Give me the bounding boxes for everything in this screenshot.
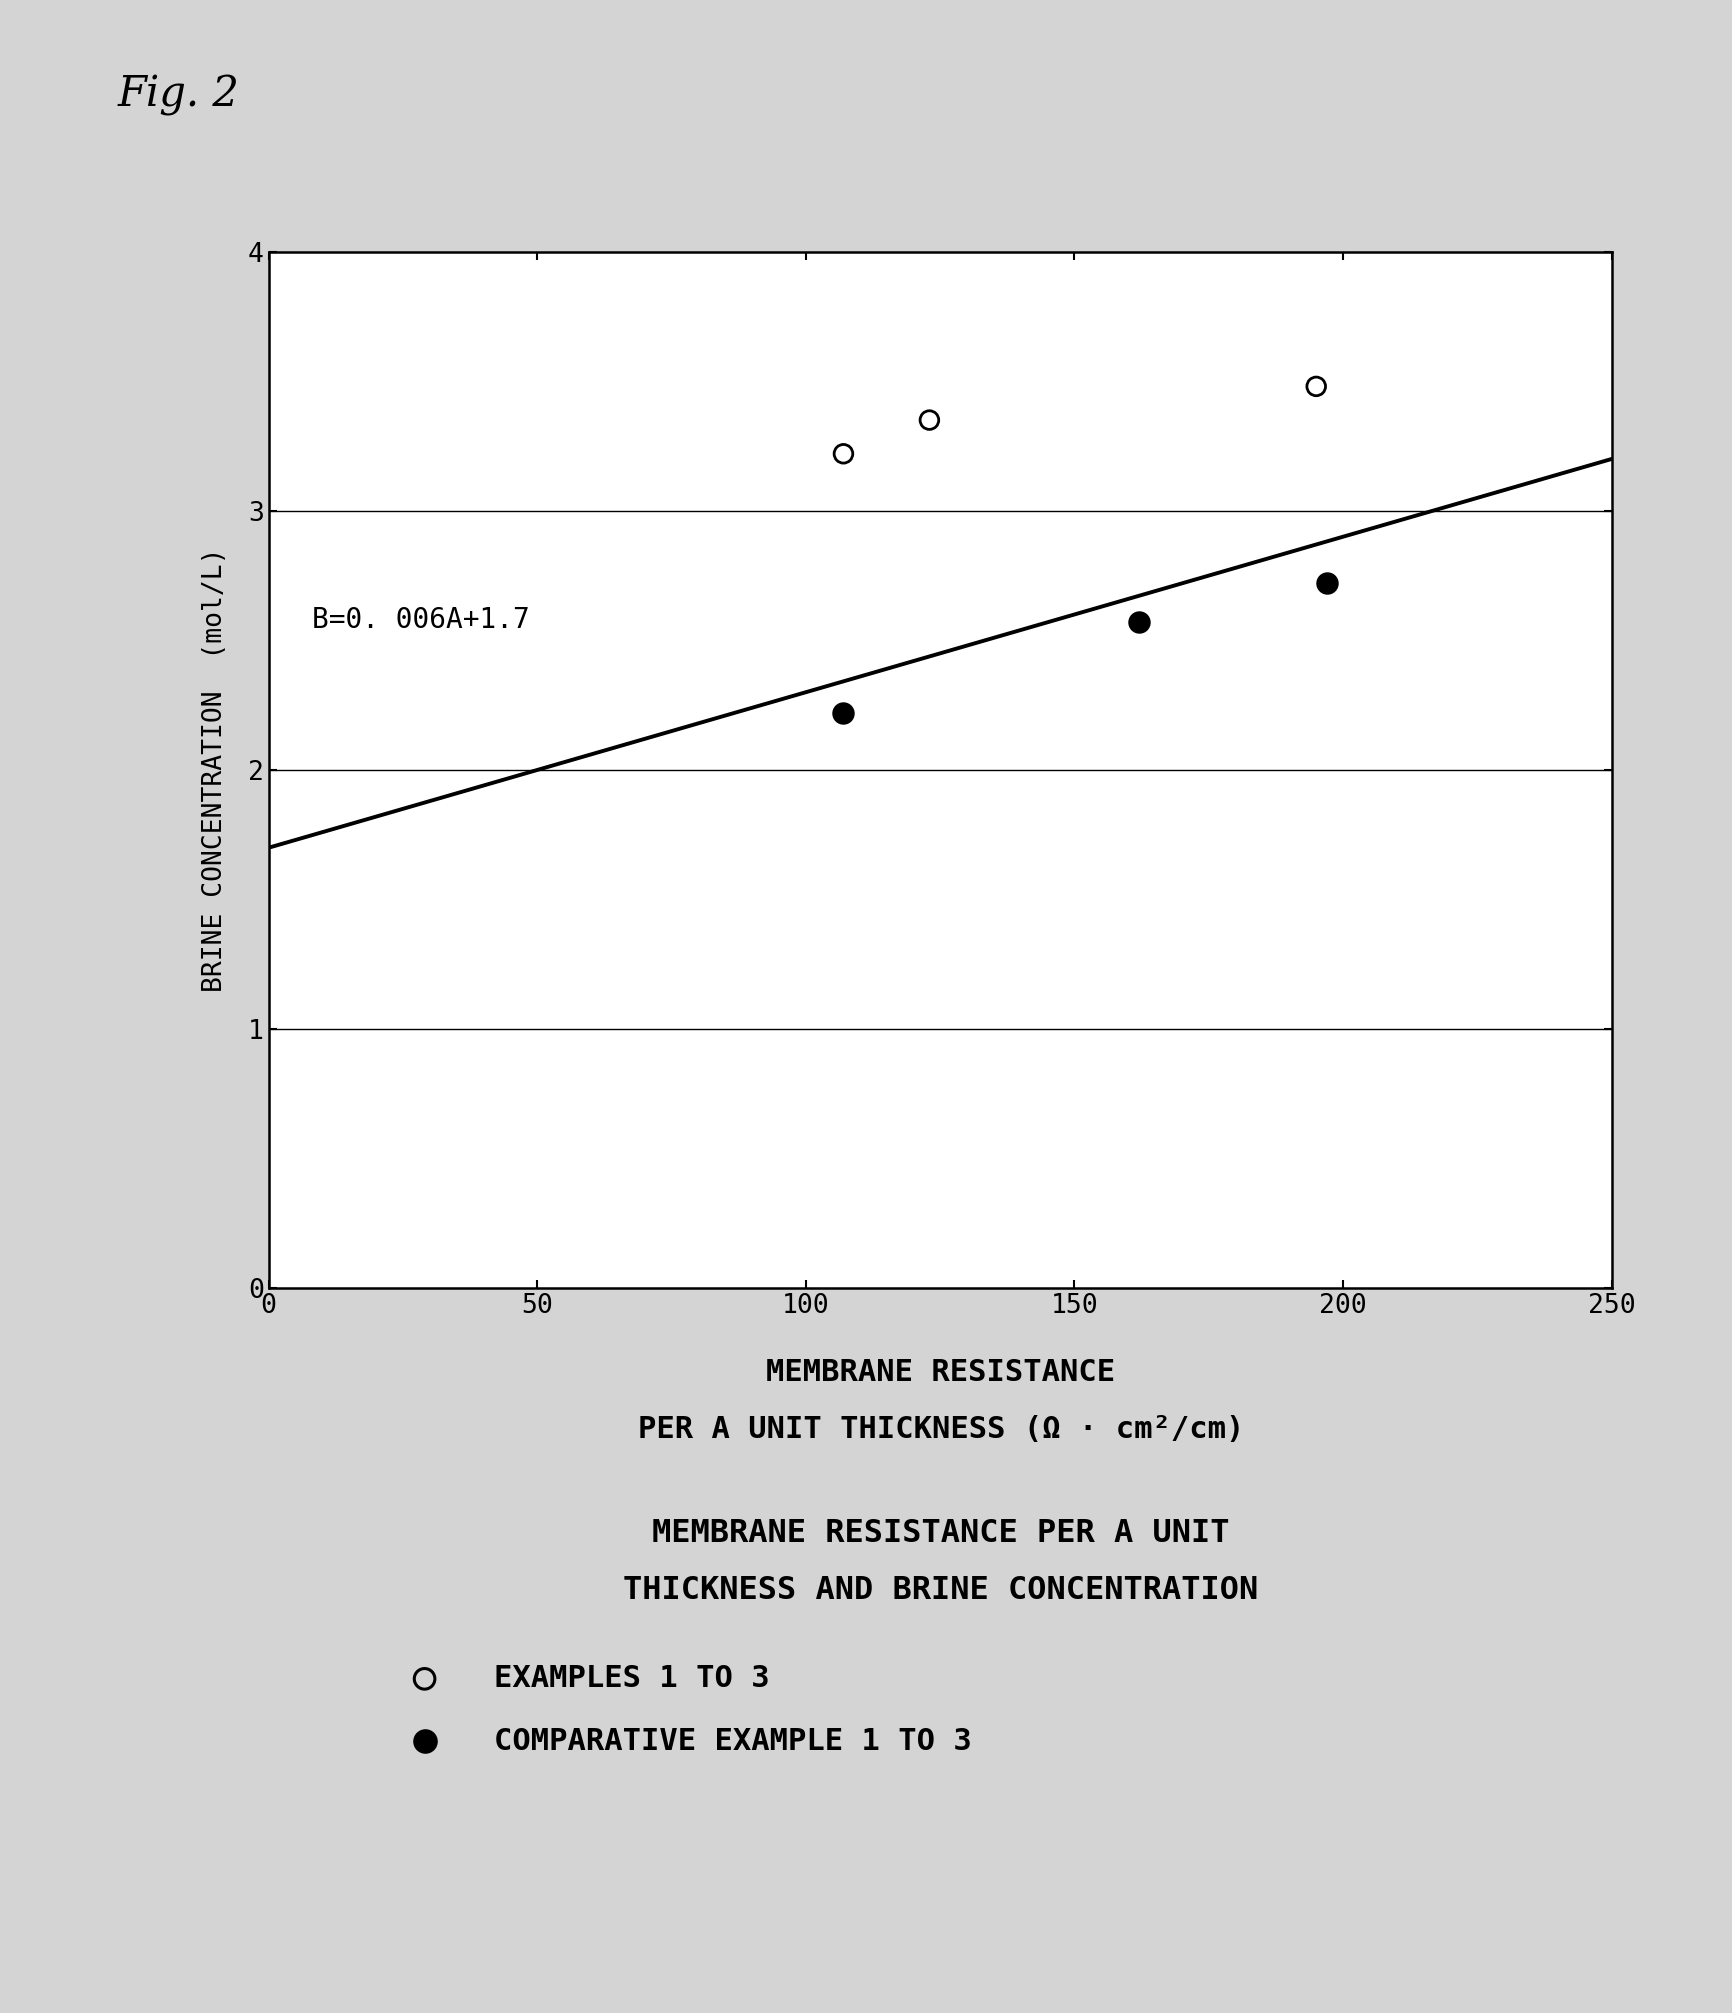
Point <box>1313 568 1341 600</box>
Point <box>1302 370 1330 403</box>
Text: Fig. 2: Fig. 2 <box>118 74 239 117</box>
Text: PER A UNIT THICKNESS (Ω · cm²/cm): PER A UNIT THICKNESS (Ω · cm²/cm) <box>637 1415 1244 1443</box>
Text: MEMBRANE RESISTANCE: MEMBRANE RESISTANCE <box>766 1359 1115 1387</box>
Point <box>830 437 857 469</box>
Point <box>830 696 857 729</box>
Point <box>410 1725 438 1757</box>
Y-axis label: BRINE CONCENTRATION  (mol/L): BRINE CONCENTRATION (mol/L) <box>203 548 229 992</box>
Point <box>1124 606 1152 638</box>
Point <box>410 1663 438 1695</box>
Text: B=0. 006A+1.7: B=0. 006A+1.7 <box>312 606 528 634</box>
Text: MEMBRANE RESISTANCE PER A UNIT: MEMBRANE RESISTANCE PER A UNIT <box>651 1518 1230 1550</box>
Text: THICKNESS AND BRINE CONCENTRATION: THICKNESS AND BRINE CONCENTRATION <box>624 1574 1257 1606</box>
Text: COMPARATIVE EXAMPLE 1 TO 3: COMPARATIVE EXAMPLE 1 TO 3 <box>494 1727 972 1755</box>
Text: EXAMPLES 1 TO 3: EXAMPLES 1 TO 3 <box>494 1665 769 1693</box>
Point <box>914 405 942 437</box>
